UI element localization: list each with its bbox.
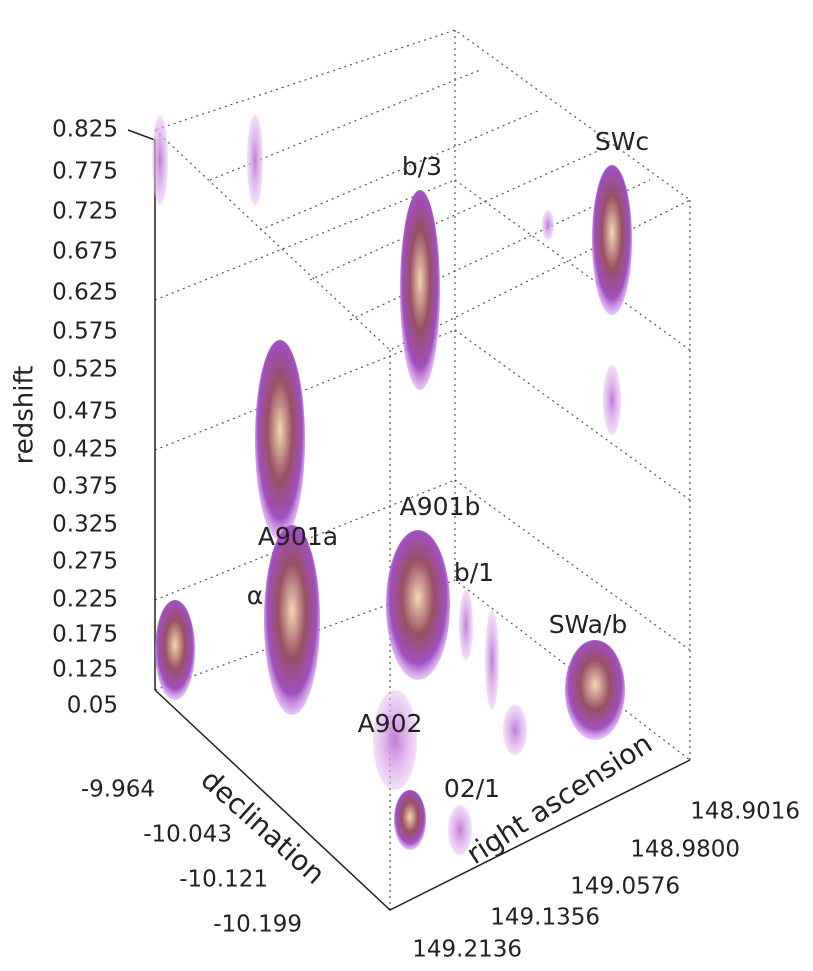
redshift-tick-label: 0.325: [52, 512, 118, 538]
redshift-tick-label: 0.175: [52, 622, 118, 648]
declination-tick-label: -10.121: [179, 867, 268, 893]
declination-tick-label: -10.043: [143, 822, 232, 848]
ra-tick-label: 148.9800: [630, 837, 740, 863]
volume-blobs: [152, 115, 632, 855]
declination-tick-label: -10.199: [213, 912, 302, 938]
redshift-tick-label: 0.625: [52, 280, 118, 306]
annotation: SWa/b: [549, 610, 628, 639]
redshift-tick-label: 0.575: [52, 319, 118, 345]
redshift-tick-label: 0.125: [52, 657, 118, 683]
redshift-tick-label: 0.825: [52, 117, 118, 143]
annotation: A901a: [258, 522, 338, 551]
redshift-tick-label: 0.525: [52, 357, 118, 383]
redshift-tick-label: 0.275: [52, 549, 118, 575]
annotation: A901b: [400, 492, 481, 521]
annotation: A902: [358, 709, 423, 738]
redshift-tick-label: 0.675: [52, 239, 118, 265]
annotation: α: [247, 581, 263, 610]
redshift-tick-label: 0.725: [52, 199, 118, 225]
annotation: b/1: [454, 558, 494, 587]
redshift-tick-label: 0.775: [52, 159, 118, 185]
ra-tick-label: 149.2136: [412, 937, 522, 963]
redshift-tick-label: 0.425: [52, 437, 118, 463]
redshift-tick-label: 0.475: [52, 399, 118, 425]
annotation: 02/1: [444, 774, 500, 803]
ra-tick-label: 149.0576: [570, 874, 680, 900]
redshift-tick-label: 0.05: [67, 693, 118, 719]
redshift-tick-label: 0.225: [52, 587, 118, 613]
annotation: SWc: [595, 127, 649, 156]
annotation: b/3: [402, 152, 442, 181]
axis-label: redshift: [10, 366, 40, 465]
ra-tick-label: 148.9016: [690, 799, 800, 825]
redshift-tick-label: 0.375: [52, 474, 118, 500]
declination-tick-label: -9.964: [81, 777, 155, 803]
ra-tick-label: 149.1356: [490, 905, 600, 931]
